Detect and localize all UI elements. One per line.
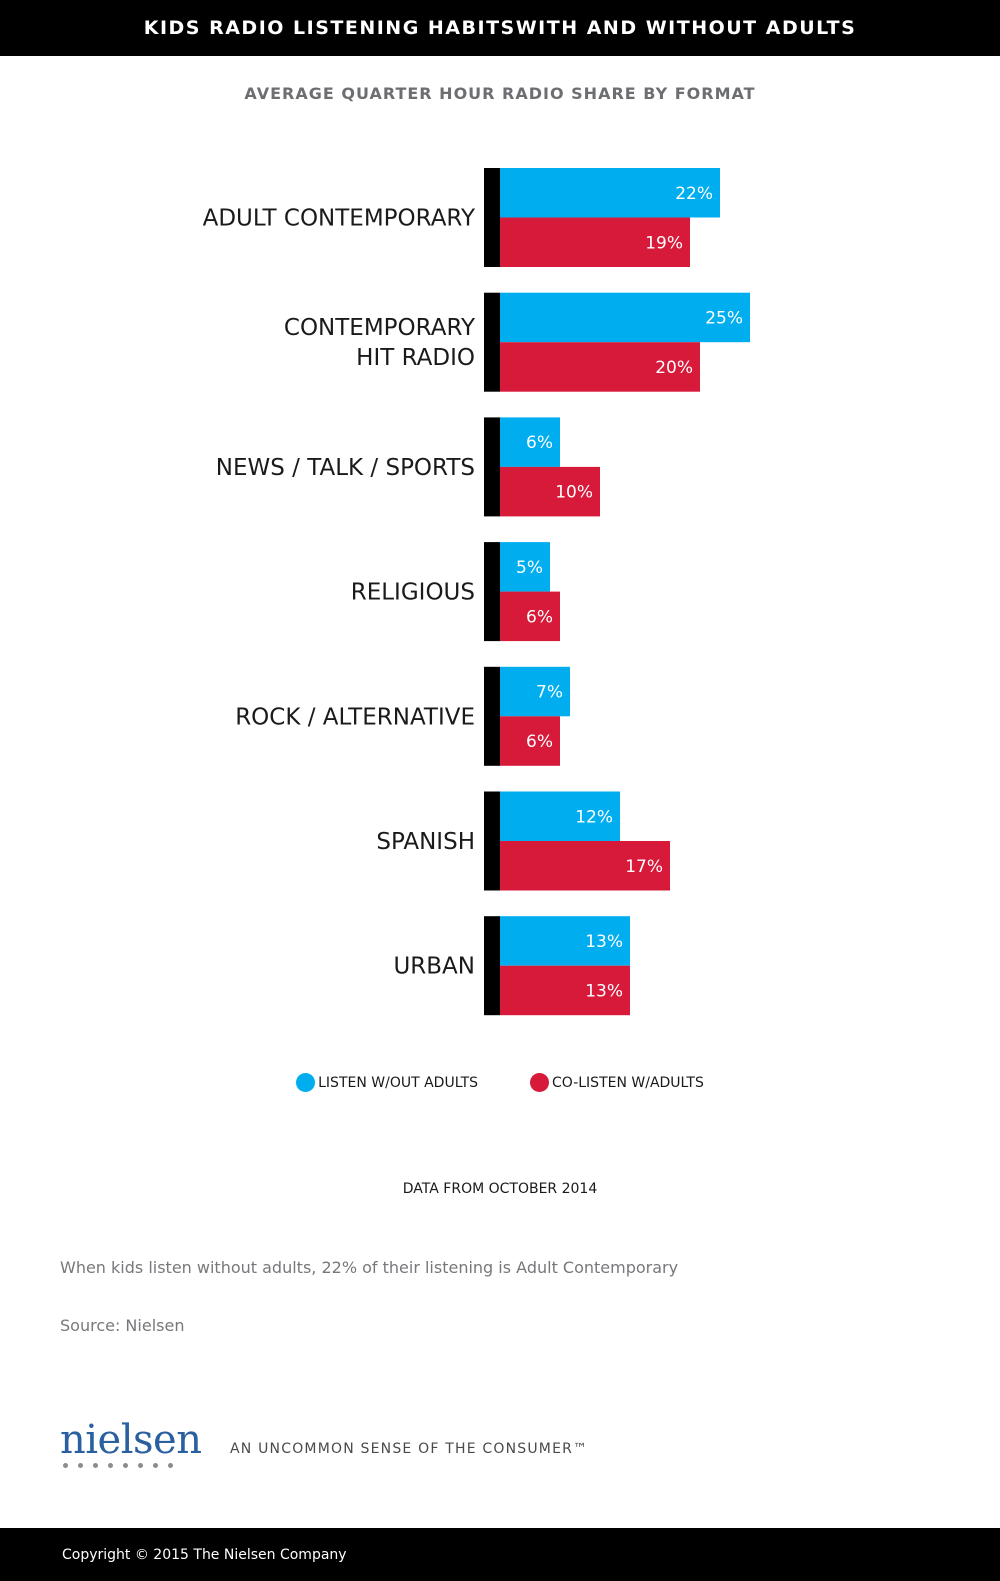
category-label-urban: URBAN xyxy=(393,954,475,980)
value-label-listen-without-adults-urban: 13% xyxy=(585,932,623,952)
legend: LISTEN W/OUT ADULTS CO-LISTEN W/ADULTS xyxy=(0,1073,1000,1092)
category-label-spanish: SPANISH xyxy=(376,829,475,855)
nielsen-logo: nielsen xyxy=(60,1420,220,1472)
bar-co-listen-with-adults-contemporary-hit-radio xyxy=(500,342,700,392)
legend-dot-red xyxy=(530,1073,550,1092)
bar-listen-without-adults-urban xyxy=(500,916,630,966)
bar-listen-without-adults-religious xyxy=(500,542,550,592)
axis-block-adult-contemporary xyxy=(484,168,500,267)
axis-block-urban xyxy=(484,916,500,1016)
value-label-co-listen-with-adults-contemporary-hit-radio: 20% xyxy=(655,358,693,378)
value-label-listen-without-adults-rock-alternative: 7% xyxy=(536,683,563,703)
value-label-co-listen-with-adults-religious: 6% xyxy=(526,607,553,627)
legend-label-listen-without-adults: LISTEN W/OUT ADULTS xyxy=(318,1074,479,1091)
value-label-listen-without-adults-contemporary-hit-radio: 25% xyxy=(705,308,743,328)
axis-block-rock-alternative xyxy=(484,666,500,766)
value-label-co-listen-with-adults-adult-contemporary: 19% xyxy=(645,233,683,253)
axis-block-contemporary-hit-radio xyxy=(484,292,500,392)
value-label-co-listen-with-adults-rock-alternative: 6% xyxy=(526,732,553,752)
value-label-listen-without-adults-adult-contemporary: 22% xyxy=(675,184,713,204)
axis-block-spanish xyxy=(484,791,500,891)
bar-co-listen-with-adults-religious xyxy=(500,591,560,642)
axis-block-religious xyxy=(484,542,500,642)
legend-item-listen-without-adults: LISTEN W/OUT ADULTS xyxy=(296,1073,478,1092)
value-label-co-listen-with-adults-urban: 13% xyxy=(585,981,623,1001)
copyright-text: Copyright © 2015 The Nielsen Company xyxy=(62,1546,347,1563)
legend-dot-blue xyxy=(296,1073,316,1092)
bar-co-listen-with-adults-rock-alternative xyxy=(500,716,560,766)
value-label-listen-without-adults-news-talk-sports: 6% xyxy=(526,433,553,453)
tagline: AN UNCOMMON SENSE OF THE CONSUMER™ xyxy=(230,1441,589,1457)
data-date-note: DATA FROM OCTOBER 2014 xyxy=(402,1181,598,1197)
axis-block-news-talk-sports xyxy=(484,417,500,517)
legend-item-co-listen-with-adults: CO-LISTEN W/ADULTS xyxy=(530,1073,704,1092)
category-label-adult-contemporary: ADULT CONTEMPORARY xyxy=(203,206,476,232)
footer-bar: Copyright © 2015 The Nielsen Company xyxy=(0,1528,1000,1581)
legend-label-co-listen-with-adults: CO-LISTEN W/ADULTS xyxy=(552,1074,704,1091)
bar-listen-without-adults-contemporary-hit-radio xyxy=(500,292,750,343)
bar-listen-without-adults-rock-alternative xyxy=(500,666,570,717)
bar-listen-without-adults-spanish xyxy=(500,791,620,841)
bar-chart: ADULT CONTEMPORARY 22% 19% CONTEMPORARY HIT … xyxy=(203,168,750,1016)
value-label-co-listen-with-adults-news-talk-sports: 10% xyxy=(555,483,593,503)
bar-listen-without-adults-adult-contemporary xyxy=(500,168,720,218)
value-label-co-listen-with-adults-spanish: 17% xyxy=(625,857,663,877)
bar-co-listen-with-adults-urban xyxy=(500,965,630,1016)
category-label-rock-alternative: ROCK / ALTERNATIVE xyxy=(235,704,475,730)
source-note: Source: Nielsen xyxy=(60,1316,185,1335)
chart-subtitle: AVERAGE QUARTER HOUR RADIO SHARE BY FORM… xyxy=(244,84,756,103)
bar-co-listen-with-adults-spanish xyxy=(500,841,670,891)
category-label-religious: RELIGIOUS xyxy=(351,580,475,606)
bar-co-listen-with-adults-news-talk-sports xyxy=(500,466,600,517)
bar-listen-without-adults-news-talk-sports xyxy=(500,417,560,467)
title-bar: KIDS RADIO LISTENING HABITSWITH AND WITH… xyxy=(0,0,1000,56)
category-label-contemporary-hit-radio-line2: HIT RADIO xyxy=(356,345,475,371)
category-label-contemporary-hit-radio-line1: CONTEMPORARY xyxy=(284,315,476,341)
bar-co-listen-with-adults-adult-contemporary xyxy=(500,217,690,267)
category-label-news-talk-sports: NEWS / TALK / SPORTS xyxy=(216,455,475,481)
logo-wordmark: nielsen xyxy=(60,1417,202,1463)
chart-title: KIDS RADIO LISTENING HABITSWITH AND WITH… xyxy=(143,17,857,39)
caption: When kids listen without adults, 22% of … xyxy=(60,1258,679,1277)
value-label-listen-without-adults-religious: 5% xyxy=(516,558,543,578)
value-label-listen-without-adults-spanish: 12% xyxy=(575,807,613,827)
logo-dots xyxy=(63,1463,220,1468)
